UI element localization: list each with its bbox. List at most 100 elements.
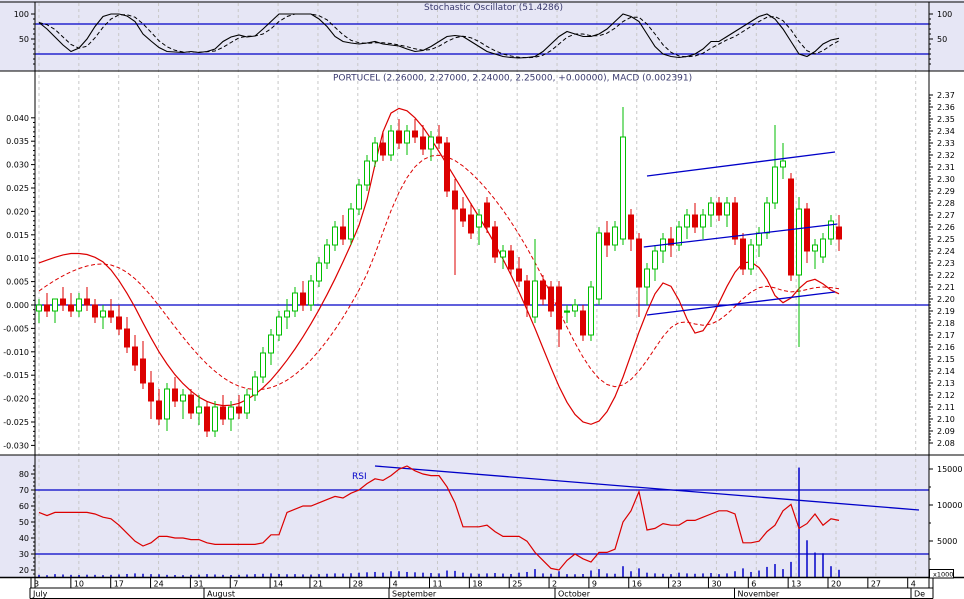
candle-body	[700, 214, 706, 228]
candle-body	[124, 328, 130, 348]
macd-axis-label: 0.015	[6, 231, 29, 240]
candle-body	[484, 202, 490, 228]
month-label: July	[32, 590, 48, 599]
macd-axis-label: 0.025	[6, 184, 29, 193]
candle-body	[532, 280, 538, 318]
macd-axis-label: -0.020	[3, 395, 29, 404]
candle-body	[596, 232, 602, 300]
macd-axis-label: 0.035	[6, 137, 29, 146]
macd-axis-label: -0.025	[3, 418, 29, 427]
candle-body	[108, 310, 114, 318]
rsi-label: RSI	[352, 472, 367, 482]
date-tick-label: 24	[154, 580, 164, 589]
macd-axis-label: 0.020	[6, 207, 29, 216]
candle-body	[524, 280, 530, 306]
date-tick-label: 7	[233, 580, 238, 589]
price-axis-label: 2.30	[937, 175, 955, 184]
candle-body	[268, 334, 274, 354]
volume-axis-label: 5000	[937, 537, 957, 546]
candle-body	[100, 310, 106, 318]
macd-signal-line	[38, 154, 840, 391]
candle-body	[724, 202, 730, 216]
macd-axis-label: 0.040	[6, 114, 29, 123]
stochastic-k-line	[38, 13, 840, 59]
price-axis-label: 2.22	[937, 271, 955, 280]
candle-body	[324, 244, 330, 264]
candle-body	[348, 208, 354, 240]
candle-body	[804, 208, 810, 252]
rsi-trendline	[374, 465, 920, 511]
price-axis-label: 2.28	[937, 199, 955, 208]
date-tick-label: 14	[273, 580, 283, 589]
stochastic-panel-bg	[0, 0, 964, 71]
date-tick-label: 25	[512, 580, 522, 589]
candle-body	[76, 298, 82, 312]
macd-axis-label: 0.005	[6, 278, 29, 287]
candle-body	[748, 244, 754, 270]
candle-body	[708, 202, 714, 216]
macd-axis-label: -0.005	[3, 324, 29, 333]
candle-body	[148, 382, 154, 402]
price-axis-label: 2.29	[937, 187, 955, 196]
rsi-axis-label: 60	[19, 502, 29, 511]
candle-body	[828, 220, 834, 240]
chart-plot-area[interactable]	[35, 2, 929, 577]
stochastic-d-line	[38, 13, 840, 59]
date-tick-label: 16	[632, 580, 642, 589]
candle-body	[500, 250, 506, 258]
volume-unit-box	[929, 569, 954, 579]
price-axis-label: 2.16	[937, 343, 955, 352]
price-axis-label: 2.32	[937, 151, 955, 160]
date-tick-label: 10	[74, 580, 84, 589]
candle-body	[204, 406, 210, 432]
rsi-axis-label: 20	[19, 566, 29, 575]
month-label: November	[738, 590, 780, 599]
price-axis-label: 2.25	[937, 235, 955, 244]
candle-body	[44, 304, 50, 312]
candle-body	[772, 166, 778, 204]
candle-body	[636, 238, 642, 288]
candle-body	[52, 298, 58, 312]
stochastic-panel-title: Stochastic Oscillator (51.4286)	[424, 3, 563, 13]
price-axis-label: 2.36	[937, 103, 955, 112]
candle-body	[36, 304, 42, 312]
volume-axis-label: 10000	[937, 501, 962, 510]
candle-body	[164, 388, 170, 420]
candle-body	[812, 244, 818, 252]
rsi-axis-label: 80	[19, 470, 29, 479]
stochastic-axis-label: 100	[937, 10, 952, 19]
month-label: August	[207, 590, 235, 599]
candle-body	[572, 304, 578, 312]
candle-body	[820, 238, 826, 258]
candle-body	[260, 352, 266, 378]
month-label: De	[914, 590, 925, 599]
macd-axis-label: -0.030	[3, 441, 29, 450]
candle-body	[428, 136, 434, 150]
candle-body	[292, 292, 298, 312]
candle-body	[132, 346, 138, 366]
candle-body	[388, 130, 394, 156]
price-trendline	[646, 291, 836, 316]
candle-body	[68, 304, 74, 312]
macd-axis-label: -0.015	[3, 371, 29, 380]
candle-body	[308, 280, 314, 306]
candle-body	[404, 130, 410, 144]
candle-body	[380, 142, 386, 156]
candle-body	[556, 286, 562, 330]
candle-body	[188, 394, 194, 414]
date-tick-label: 11	[433, 580, 443, 589]
macd-axis-label: 0.030	[6, 161, 29, 170]
macd-axis-label: -0.010	[3, 348, 29, 357]
candle-body	[548, 286, 554, 312]
price-trendline	[646, 151, 836, 177]
candle-body	[716, 202, 722, 216]
candle-body	[836, 226, 842, 240]
candle-body	[692, 214, 698, 228]
candle-body	[156, 400, 162, 420]
candle-body	[84, 298, 90, 306]
candle-body	[620, 136, 626, 240]
date-tick-label: 4	[911, 580, 916, 589]
rsi-left-margin-bg	[0, 455, 34, 578]
price-axis-label: 2.37	[937, 91, 955, 100]
